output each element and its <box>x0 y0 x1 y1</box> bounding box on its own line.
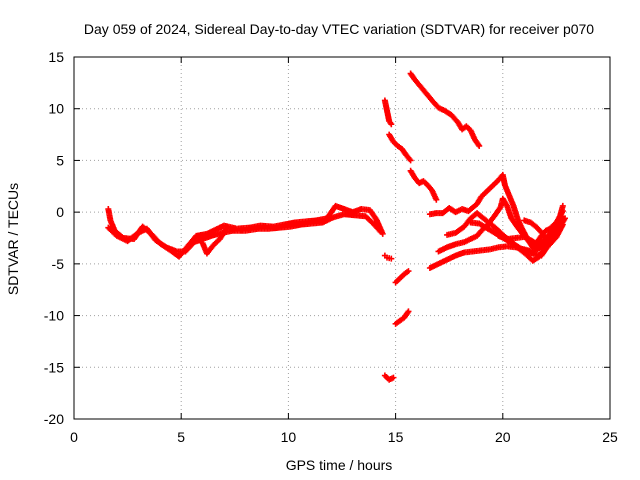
x-axis-label: GPS time / hours <box>286 457 393 473</box>
x-tick-label: 20 <box>495 429 511 445</box>
ticks <box>73 56 611 420</box>
data-point <box>377 228 384 235</box>
y-tick-label: 10 <box>48 101 64 117</box>
data-series <box>407 70 483 149</box>
data-point <box>405 268 412 275</box>
x-tick-label: 15 <box>388 429 404 445</box>
data-series <box>426 238 549 271</box>
data-point <box>559 221 566 228</box>
x-tick-label: 10 <box>281 429 297 445</box>
x-tick-labels: 0 5 10 15 20 25 <box>70 429 618 445</box>
data-point <box>433 196 440 203</box>
data-point <box>561 215 568 222</box>
data-series <box>521 217 566 248</box>
data-series <box>381 97 395 128</box>
plot-frame <box>73 56 611 420</box>
x-tick-label: 25 <box>602 429 618 445</box>
x-tick-label: 0 <box>70 429 78 445</box>
data-points <box>105 70 568 383</box>
x-tick-label: 5 <box>177 429 185 445</box>
data-series <box>381 372 397 383</box>
y-tick-label: -10 <box>44 308 64 324</box>
y-tick-label: -20 <box>44 411 64 427</box>
y-axis-label: SDTVAR / TECUs <box>5 183 21 295</box>
data-point <box>407 157 414 164</box>
data-series <box>105 211 384 255</box>
data-point <box>223 225 230 232</box>
y-tick-label: -15 <box>44 359 64 375</box>
data-series <box>407 167 440 203</box>
data-point <box>405 308 412 315</box>
data-series <box>495 232 553 252</box>
data-point <box>476 142 483 149</box>
y-tick-label: 15 <box>48 49 64 65</box>
y-tick-label: -5 <box>52 256 65 272</box>
data-point <box>388 255 395 262</box>
data-series <box>381 252 395 262</box>
y-tick-label: 0 <box>56 204 64 220</box>
y-tick-labels: -20 -15 -10 -5 0 5 10 15 <box>44 49 64 427</box>
data-point <box>559 202 566 209</box>
data-series <box>199 225 230 257</box>
y-tick-label: 5 <box>56 152 64 168</box>
data-point <box>390 374 397 381</box>
data-series <box>392 308 412 327</box>
data-series <box>392 268 412 286</box>
data-series <box>386 131 414 164</box>
data-point <box>388 121 395 128</box>
chart-title: Day 059 of 2024, Sidereal Day-to-day VTE… <box>84 21 594 37</box>
